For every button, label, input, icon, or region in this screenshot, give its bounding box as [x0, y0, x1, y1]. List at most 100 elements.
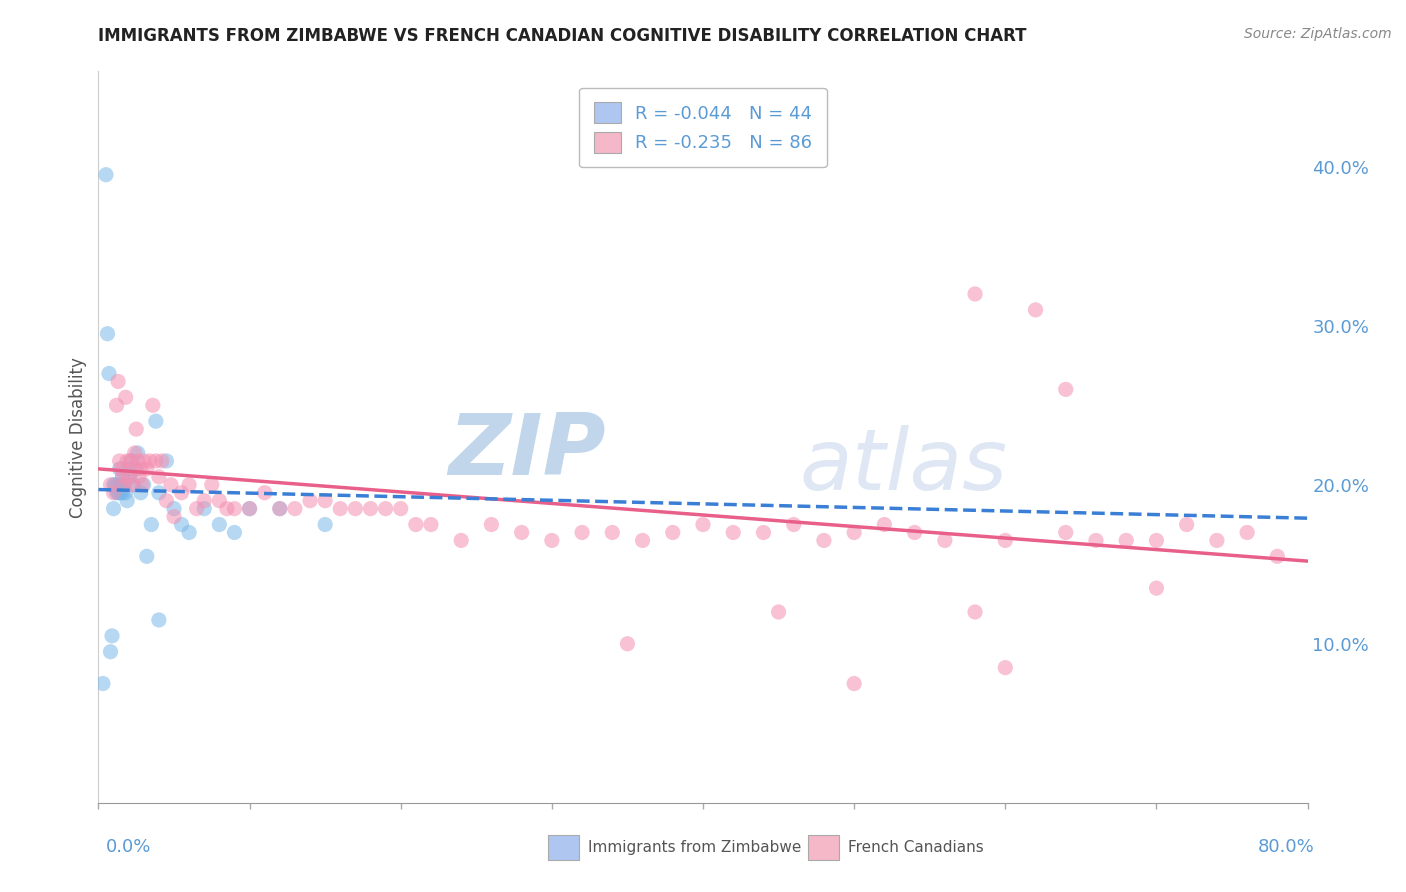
Point — [360, 501, 382, 516]
Text: IMMIGRANTS FROM ZIMBABWE VS FRENCH CANADIAN COGNITIVE DISABILITY CORRELATION CHA: IMMIGRANTS FROM ZIMBABWE VS FRENCH CANAD… — [98, 27, 1026, 45]
Point — [965, 605, 987, 619]
Point — [170, 517, 193, 532]
Point — [631, 533, 654, 548]
Point — [616, 637, 638, 651]
Point — [1144, 533, 1167, 548]
Point — [145, 414, 167, 428]
Point — [100, 645, 122, 659]
Point — [723, 525, 745, 540]
Point — [208, 493, 231, 508]
Point — [374, 501, 396, 516]
Point — [111, 470, 134, 484]
Point — [148, 485, 170, 500]
Point — [120, 454, 142, 468]
Point — [239, 501, 262, 516]
Point — [124, 446, 146, 460]
Text: French Canadians: French Canadians — [848, 840, 984, 855]
Point — [1144, 581, 1167, 595]
Point — [163, 501, 186, 516]
Point — [844, 676, 866, 690]
Point — [141, 517, 163, 532]
Point — [420, 517, 443, 532]
Point — [118, 462, 141, 476]
Point — [692, 517, 714, 532]
Point — [122, 462, 145, 476]
Point — [108, 485, 131, 500]
Point — [1024, 302, 1046, 317]
Point — [135, 462, 157, 476]
Text: atlas: atlas — [800, 425, 1008, 508]
Point — [201, 477, 224, 491]
Point — [108, 462, 131, 476]
Point — [224, 525, 246, 540]
Point — [904, 525, 927, 540]
Point — [111, 470, 134, 484]
Text: Immigrants from Zimbabwe: Immigrants from Zimbabwe — [588, 840, 801, 855]
Point — [127, 454, 149, 468]
Point — [269, 501, 291, 516]
Point — [155, 493, 177, 508]
Point — [110, 462, 132, 476]
Text: Source: ZipAtlas.com: Source: ZipAtlas.com — [1244, 27, 1392, 41]
Point — [129, 485, 152, 500]
Point — [142, 398, 165, 412]
Point — [107, 375, 129, 389]
Point — [239, 501, 262, 516]
Point — [94, 168, 117, 182]
Point — [269, 501, 291, 516]
Point — [314, 517, 336, 532]
Point — [193, 501, 215, 516]
Point — [994, 533, 1017, 548]
Point — [108, 454, 131, 468]
Point — [128, 470, 150, 484]
Point — [1054, 383, 1077, 397]
Point — [96, 326, 118, 341]
Point — [103, 485, 125, 500]
Point — [163, 509, 186, 524]
Point — [125, 422, 148, 436]
Point — [873, 517, 896, 532]
Text: ZIP: ZIP — [449, 410, 606, 493]
Point — [284, 501, 307, 516]
Point — [344, 501, 367, 516]
Point — [101, 629, 124, 643]
Point — [314, 493, 336, 508]
Point — [132, 454, 155, 468]
Text: 80.0%: 80.0% — [1258, 838, 1315, 856]
Point — [1085, 533, 1108, 548]
Point — [127, 446, 149, 460]
Point — [170, 485, 193, 500]
Point — [110, 485, 132, 500]
Point — [965, 287, 987, 301]
Point — [122, 477, 145, 491]
Point — [155, 454, 177, 468]
Point — [994, 660, 1017, 674]
Point — [115, 454, 138, 468]
Point — [135, 549, 157, 564]
Point — [105, 398, 128, 412]
Point — [132, 477, 155, 491]
Point — [150, 454, 173, 468]
Point — [107, 477, 129, 491]
Point — [111, 485, 134, 500]
Point — [752, 525, 775, 540]
Point — [114, 390, 136, 404]
Point — [661, 525, 683, 540]
Point — [160, 477, 183, 491]
Point — [112, 477, 135, 491]
Text: 0.0%: 0.0% — [105, 838, 150, 856]
Point — [934, 533, 956, 548]
Y-axis label: Cognitive Disability: Cognitive Disability — [69, 357, 87, 517]
Point — [98, 367, 121, 381]
Point — [571, 525, 593, 540]
Point — [299, 493, 322, 508]
Point — [145, 454, 167, 468]
Point — [148, 470, 170, 484]
Point — [105, 485, 128, 500]
Point — [1054, 525, 1077, 540]
Point — [405, 517, 427, 532]
Point — [510, 525, 533, 540]
Point — [208, 517, 231, 532]
Point — [148, 613, 170, 627]
Point — [103, 501, 125, 516]
